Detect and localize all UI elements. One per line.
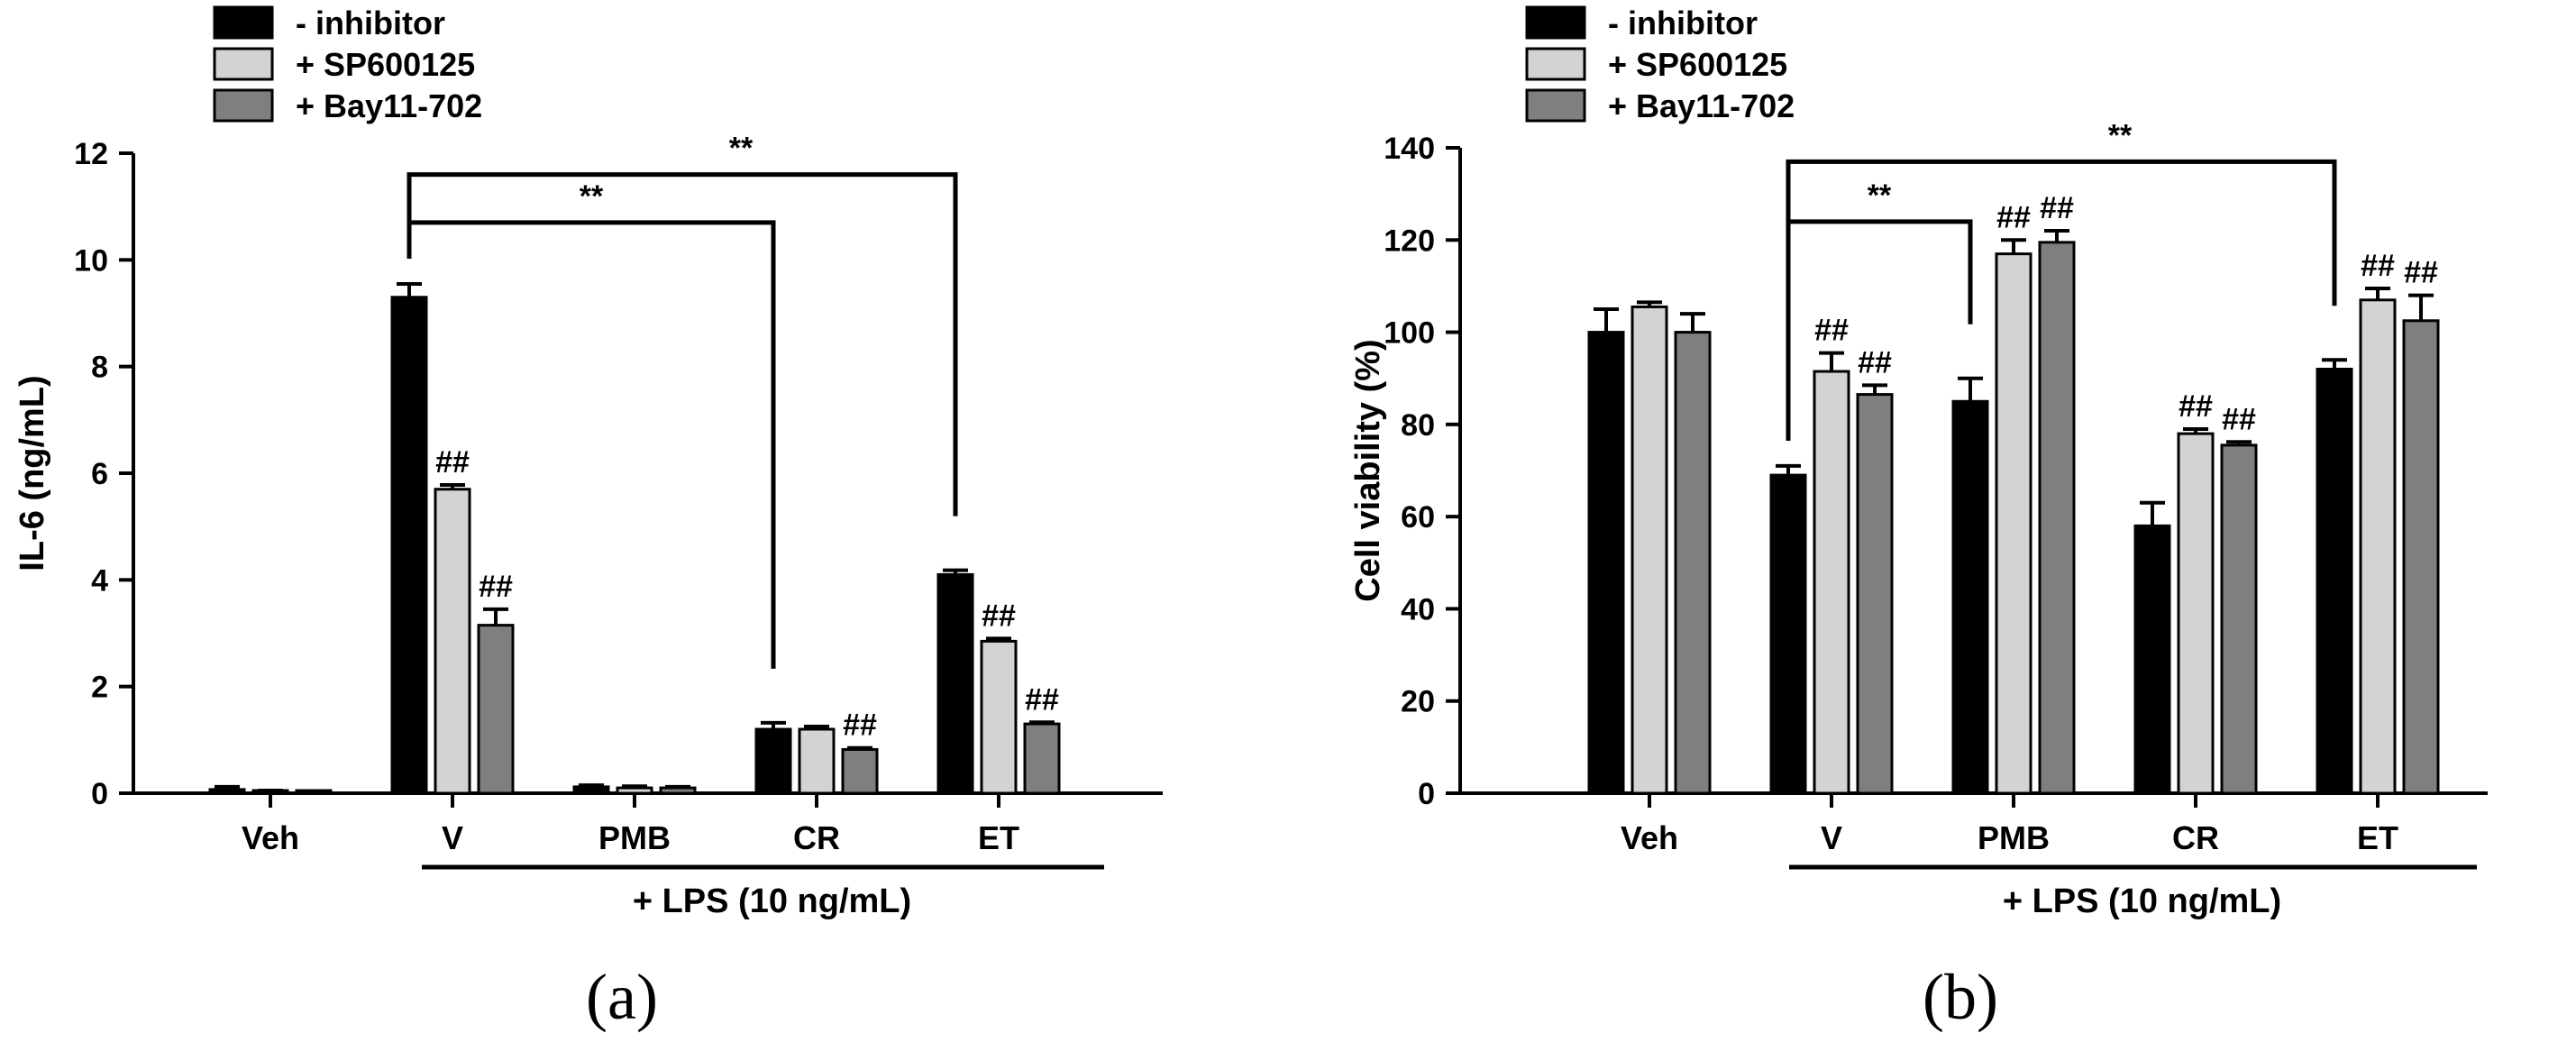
bar-2-cr [841,747,879,795]
bar-2-et [2402,319,2440,795]
significance-marker: ## [2404,256,2438,290]
bar-1-pmb [616,786,653,795]
bar-0-et [2316,367,2353,795]
legend-label: + Bay11-702 [1608,87,1795,124]
bracket-label: ** [729,132,754,166]
significance-marker: ## [2179,389,2213,424]
x-category-label: PMB [1978,819,2050,856]
bar-2-veh [1674,331,1712,795]
x-category-label: CR [2172,819,2219,856]
bar-1-v [434,488,471,795]
bracket-label: ** [1868,178,1892,213]
y-tick-label: 12 [74,137,108,171]
bracket-label: ** [2108,118,2133,152]
x-category-label: Veh [242,819,299,856]
x-category-label: PMB [598,819,671,856]
y-tick-label: 120 [1384,224,1435,258]
significance-marker: ## [2040,191,2074,225]
legend-swatch-0 [213,5,274,40]
bar-1-et [980,639,1018,795]
bar-0-pmb [1951,399,1989,795]
y-tick-label: 0 [1418,777,1435,811]
x-category-label: ET [978,819,1019,856]
x-category-label: V [442,819,463,856]
x-category-label: Veh [1621,819,1678,856]
x-category-label: ET [2357,819,2398,856]
bar-0-veh [208,788,246,795]
bar-2-pmb [2038,241,2076,795]
y-tick-label: 20 [1401,685,1435,719]
significance-marker: ## [2361,249,2395,283]
bar-2-et [1023,722,1061,795]
comparison-bracket [1786,159,2337,441]
significance-marker: ## [843,708,877,743]
significance-marker: ## [435,445,470,480]
legend-label: - inhibitor [1608,5,1758,41]
y-tick-label: 80 [1401,408,1435,443]
significance-marker: ## [1858,345,1892,379]
significance-marker: ## [982,599,1016,633]
bar-1-cr [798,727,836,795]
y-tick-label: 40 [1401,592,1435,626]
y-tick-label: 100 [1384,316,1435,351]
y-tick-label: 8 [91,351,108,385]
legend-label: + SP600125 [1608,46,1787,83]
bar-2-v [477,624,515,795]
bar-0-veh [1587,331,1625,795]
bar-1-pmb [1995,252,2032,795]
x-category-label: CR [793,819,840,856]
panel-label: (b) [1923,961,1998,1033]
legend-swatch-1 [1525,47,1586,81]
bar-1-veh [1631,305,1668,795]
y-tick-label: 10 [74,243,108,278]
chart-panel-a: 0 2 4 6 8 10 12 Veh V PMB CR ET IL-6 (ng/mL) ## ## ## ##… [14,5,1163,1033]
lps-group-label: + LPS (10 ng/mL) [2003,882,2281,920]
bar-1-cr [2177,432,2215,795]
bar-0-v [1769,473,1807,795]
y-tick-label: 0 [91,777,108,811]
significance-marker: ## [1025,682,1059,717]
legend-label: - inhibitor [296,5,445,41]
significance-marker: ## [1996,200,2031,234]
significance-marker: ## [1814,314,1849,348]
bar-2-v [1856,393,1894,795]
legend-label: + SP600125 [296,46,475,83]
y-tick-label: 60 [1401,500,1435,535]
bar-0-v [390,296,428,795]
legend-label: + Bay11-702 [296,87,482,124]
bar-0-et [936,572,974,795]
significance-marker: ## [2222,402,2256,436]
bar-0-cr [754,727,792,795]
bar-0-cr [2133,524,2171,795]
comparison-bracket [406,172,958,516]
legend-swatch-1 [213,47,274,81]
y-axis-title: IL-6 (ng/mL) [14,375,51,571]
bracket-label: ** [580,179,604,214]
bar-0-pmb [572,785,610,795]
y-tick-label: 2 [91,671,108,705]
bar-2-pmb [659,786,697,795]
bar-1-et [2359,298,2397,795]
y-tick-label: 6 [91,457,108,491]
legend-swatch-2 [1525,88,1586,123]
panel-label: (a) [586,961,658,1033]
significance-marker: ## [479,570,513,604]
bar-1-v [1813,370,1850,795]
x-category-label: V [1821,819,1842,856]
bar-2-cr [2220,443,2258,795]
y-axis-title: Cell viability (%) [1349,339,1387,601]
lps-group-label: + LPS (10 ng/mL) [633,882,911,920]
legend-swatch-2 [213,88,274,123]
chart-panel-b: 0 20 40 60 80 100 120 140 Veh V PMB CR ET Cell viabil… [1349,5,2488,1033]
y-tick-label: 4 [91,563,108,598]
legend-swatch-0 [1525,5,1586,40]
y-tick-label: 140 [1384,132,1435,166]
